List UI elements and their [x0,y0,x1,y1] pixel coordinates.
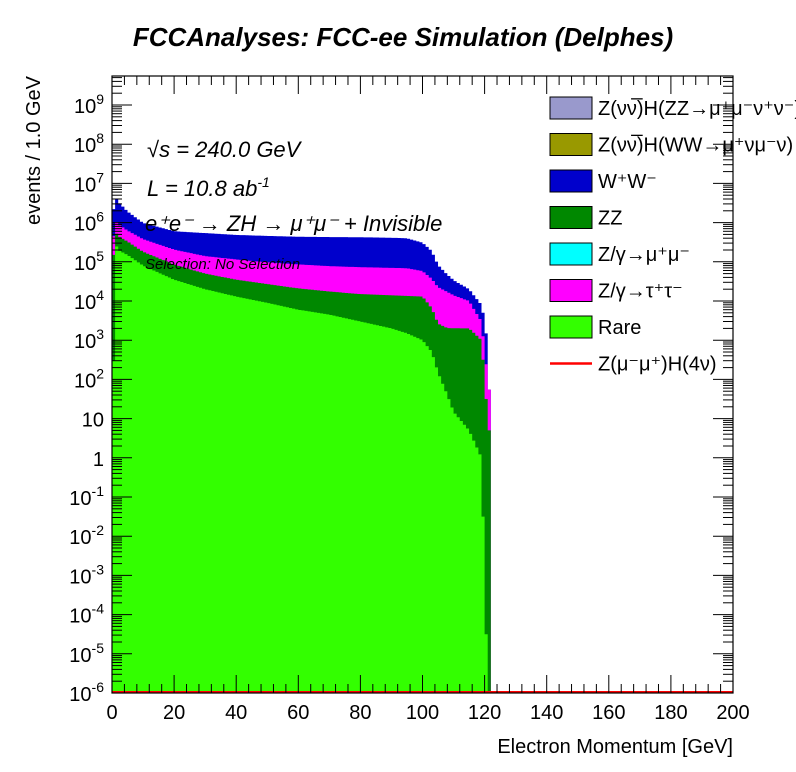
sqrt-s-symbol: √s [147,137,170,162]
y-tick-base: 10 [74,214,96,236]
y-tick-label: 10 [82,410,104,432]
legend-swatch [549,279,593,302]
legend-label: Z(νν̅)H(WW→μ⁺νμ⁻ν) [598,134,793,157]
x-tick-label: 60 [287,702,309,724]
y-tick-label: 10-6 [69,679,104,706]
y-tick-label: 10-5 [69,640,104,667]
legend-swatch [549,206,593,229]
y-tick-exponent: -6 [92,679,105,695]
y-tick-label: 1 [93,449,104,471]
y-tick-exponent: 4 [96,287,104,303]
y-tick-base: 10 [69,527,91,549]
x-tick-label: 100 [406,702,439,724]
y-tick-label: 108 [74,130,104,157]
legend-label: ZZ [598,208,622,230]
y-tick-base: 10 [74,96,96,118]
axis-ticks [111,76,734,694]
x-tick-label: 180 [654,702,687,724]
y-tick-base: 10 [74,174,96,196]
y-tick-exponent: 7 [96,169,104,185]
y-tick-label: 105 [74,248,104,275]
x-tick-label: 200 [716,702,749,724]
y-tick-base: 10 [69,684,91,706]
legend-label: Z(νν̅)H(ZZ→μ⁺μ⁻ν⁺ν⁻) [598,97,796,120]
y-tick-label: 10-1 [69,483,104,510]
y-tick-base: 10 [69,645,91,667]
y-tick-base: 10 [74,331,96,353]
y-tick-exponent: 3 [96,326,104,342]
y-tick-base: 10 [69,566,91,588]
y-tick-label: 107 [74,169,104,196]
lumi-annotation: L = 10.8 ab-1 [147,174,270,201]
series-rare [112,246,733,694]
y-tick-exponent: -5 [92,640,105,656]
y-tick-base: 10 [74,253,96,275]
x-tick-label: 0 [106,702,117,724]
y-tick-base: 10 [69,488,91,510]
x-tick-label: 80 [349,702,371,724]
y-tick-label: 104 [74,287,104,314]
y-tick-exponent: 6 [96,209,104,225]
legend-swatch [549,96,593,120]
y-tick-exponent: 2 [96,365,104,381]
x-tick-label: 20 [163,702,185,724]
y-tick-base: 10 [69,606,91,628]
y-tick-label: 109 [74,91,104,118]
x-axis-title: Electron Momentum [GeV] [497,736,733,758]
y-tick-label: 103 [74,326,104,353]
legend-swatch [549,133,593,156]
lumi-text: L = 10.8 ab [147,176,257,201]
x-tick-labels: 0 20 40 60 80 100 120 140 160 180 200 [106,702,749,724]
y-tick-base: 10 [74,292,96,314]
chart-title: FCCAnalyses: FCC-ee Simulation (Delphes) [133,22,673,52]
y-tick-base: 10 [74,135,96,157]
legend-label: Z/γ→τ⁺τ⁻ [598,281,683,303]
legend-label: Rare [598,317,641,339]
x-tick-label: 120 [468,702,501,724]
process-annotation: e⁺e⁻ → ZH → μ⁺μ⁻ + Invisible [145,211,442,236]
y-tick-exponent: -3 [92,561,105,577]
legend-swatch [549,169,593,193]
sqrt-s-value: = 240.0 GeV [170,137,303,162]
legend: Z(νν̅)H(ZZ→μ⁺μ⁻ν⁺ν⁻) Z(νν̅)H(WW→μ⁺νμ⁻ν) W⁺… [549,96,796,376]
y-tick-exponent: 5 [96,248,104,264]
stacked-histogram [112,199,733,694]
y-tick-label: 106 [74,209,104,236]
legend-label: W⁺W⁻ [598,171,657,193]
legend-label: Z/γ→μ⁺μ⁻ [598,244,690,266]
y-tick-base: 1 [93,449,104,471]
y-tick-label: 10-3 [69,561,104,588]
y-tick-exponent: -1 [92,483,105,499]
y-tick-exponent: 9 [96,91,104,107]
y-tick-exponent: -4 [92,601,105,617]
y-tick-exponent: 8 [96,130,104,146]
sqrt-s-annotation: √s = 240.0 GeV [147,137,303,162]
y-tick-exponent: -2 [92,522,105,538]
x-tick-label: 40 [225,702,247,724]
legend-swatch [549,315,593,339]
y-tick-label: 102 [74,365,104,392]
y-axis-title: events / 1.0 GeV [23,75,45,225]
selection-annotation: Selection: No Selection [145,256,300,273]
y-tick-label: 10-4 [69,601,104,628]
x-tick-label: 140 [530,702,563,724]
legend-label: Z(μ⁻μ⁺)H(4ν) [598,354,717,376]
legend-swatch [549,242,593,266]
x-tick-label: 160 [592,702,625,724]
annotation-block: √s = 240.0 GeV L = 10.8 ab-1 e⁺e⁻ → ZH →… [145,137,442,273]
lumi-exponent: -1 [257,174,269,190]
y-tick-labels: 10-610-510-410-310-210-11101021031041051… [69,91,104,706]
y-tick-label: 10-2 [69,522,104,549]
y-tick-base: 10 [82,410,104,432]
y-tick-base: 10 [74,370,96,392]
